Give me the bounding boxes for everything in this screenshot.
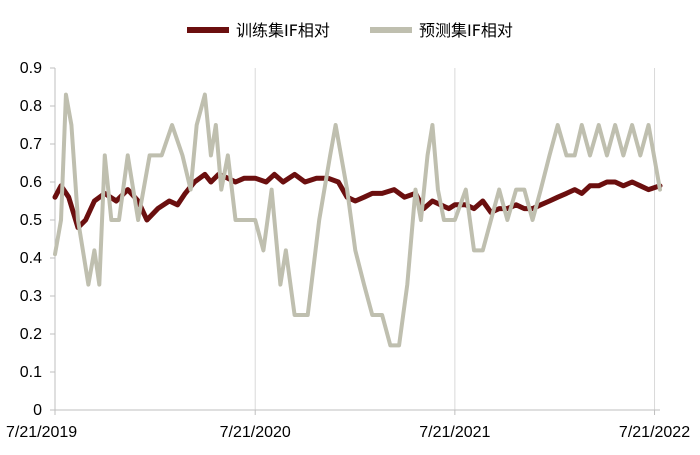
y-tick-label-2: 0.2 xyxy=(20,326,42,343)
y-tick-label-3: 0.3 xyxy=(20,288,42,305)
x-tick-label-1: 7/21/2020 xyxy=(220,424,291,441)
series-line-train xyxy=(52,171,663,231)
series-layer xyxy=(52,92,663,348)
y-axis: 0 0.1 0.2 0.3 0.4 0.5 0.6 0.7 0.8 0.9 xyxy=(20,60,56,419)
y-tick-label-4: 0.4 xyxy=(20,250,42,267)
y-tick-label-7: 0.7 xyxy=(20,136,42,153)
y-tick-label-0: 0 xyxy=(33,402,42,419)
legend: 训练集IF相对 预测集IF相对 xyxy=(187,21,513,40)
y-tick-label-9: 0.9 xyxy=(20,60,42,77)
x-tick-label-0: 7/21/2019 xyxy=(6,424,77,441)
y-tick-label-1: 0.1 xyxy=(20,364,42,381)
x-axis: 7/21/2019 7/21/2020 7/21/2021 7/21/2022 xyxy=(6,409,690,441)
series-line-test xyxy=(53,92,662,348)
legend-label-test: 预测集IF相对 xyxy=(419,21,513,40)
x-tick-label-3: 7/21/2022 xyxy=(619,424,690,441)
y-tick-label-8: 0.8 xyxy=(20,98,42,115)
y-tick-label-5: 0.5 xyxy=(20,212,42,229)
x-tick-label-2: 7/21/2021 xyxy=(419,424,490,441)
vertical-gridlines xyxy=(254,68,656,410)
legend-label-train: 训练集IF相对 xyxy=(236,21,330,40)
y-tick-label-6: 0.6 xyxy=(20,174,42,191)
